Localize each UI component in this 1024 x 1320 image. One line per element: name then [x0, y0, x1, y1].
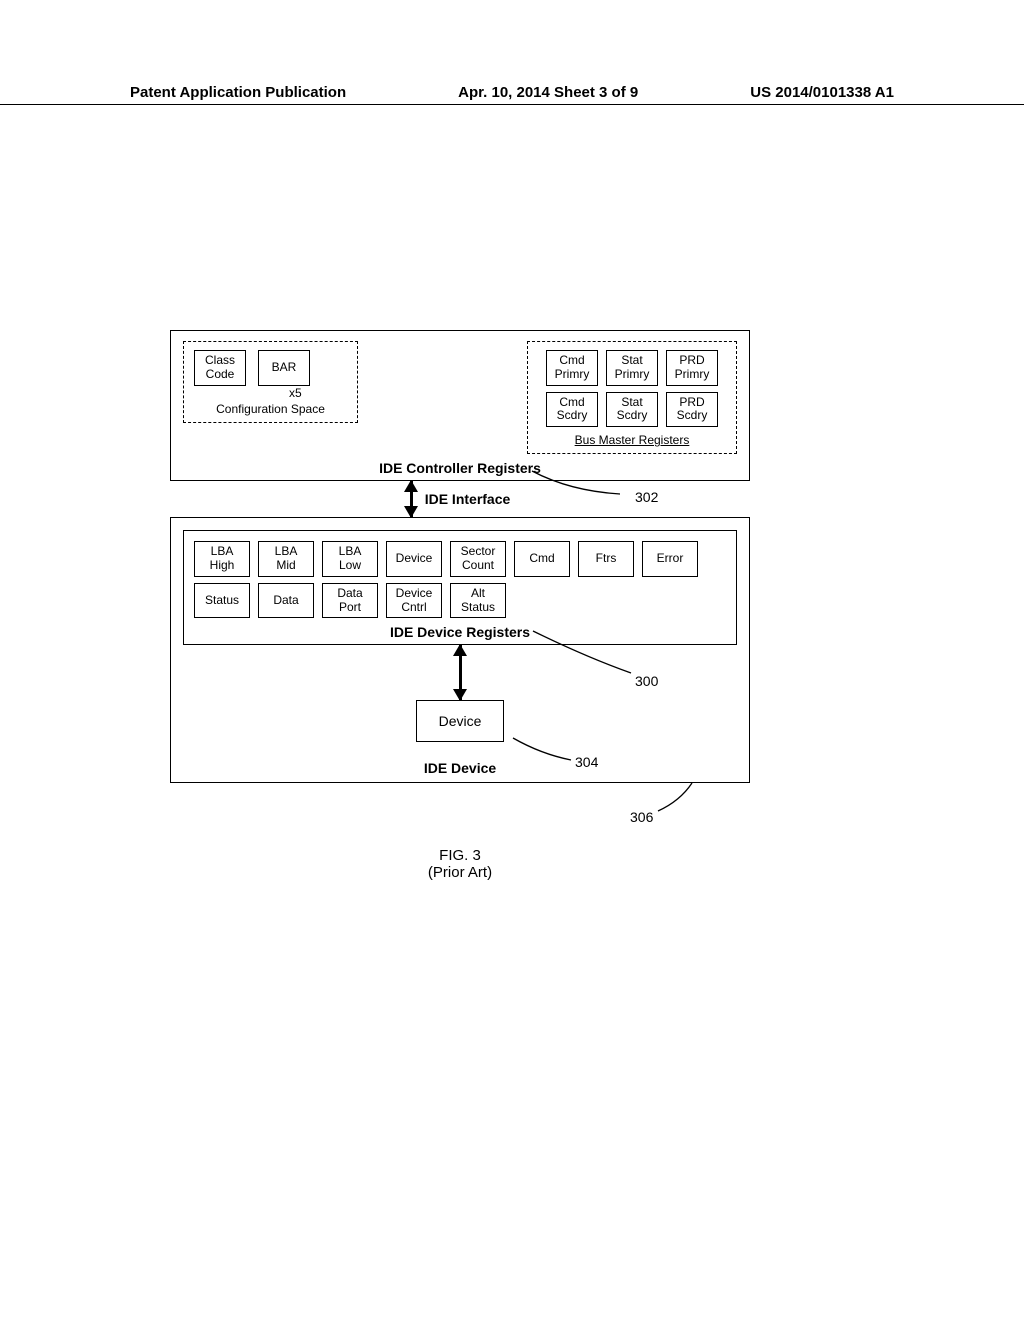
device-regs-panel: LBAHigh LBAMid LBALow Device SectorCount… — [183, 530, 737, 645]
reg-device-cntrl: DeviceCntrl — [386, 583, 442, 619]
ref-302: 302 — [635, 489, 658, 505]
leader-300 — [531, 629, 641, 679]
reg-prd-scdry: PRDScdry — [666, 392, 718, 428]
reg-data: Data — [258, 583, 314, 619]
reg-ftrs: Ftrs — [578, 541, 634, 577]
diagram: ClassCode BAR x5 Configuration Space Cmd… — [170, 330, 750, 881]
reg-bar: BAR — [258, 350, 310, 386]
leader-306 — [650, 781, 700, 817]
reg-status: Status — [194, 583, 250, 619]
reg-device: Device — [386, 541, 442, 577]
figure-number: FIG. 3 — [170, 847, 750, 864]
ide-device-title: IDE Device — [183, 760, 737, 776]
reg-cmd-scdry: CmdScdry — [546, 392, 598, 428]
reg-lba-mid: LBAMid — [258, 541, 314, 577]
ide-device-panel: LBAHigh LBAMid LBALow Device SectorCount… — [170, 517, 750, 783]
reg-prd-primry: PRDPrimry — [666, 350, 718, 386]
figure-sub: (Prior Art) — [170, 864, 750, 881]
controller-panel: ClassCode BAR x5 Configuration Space Cmd… — [170, 330, 750, 481]
config-space-title: Configuration Space — [194, 402, 347, 416]
reg-cmd-primry: CmdPrimry — [546, 350, 598, 386]
device-regs-title: IDE Device Registers — [194, 624, 726, 640]
interface-label: IDE Interface — [425, 491, 511, 507]
bus-master-title: Bus Master Registers — [538, 433, 726, 447]
x5-label: x5 — [289, 386, 302, 400]
page-header: Patent Application Publication Apr. 10, … — [0, 84, 1024, 105]
reg-class-code: ClassCode — [194, 350, 246, 386]
reg-lba-low: LBALow — [322, 541, 378, 577]
reg-stat-primry: StatPrimry — [606, 350, 658, 386]
ref-304: 304 — [575, 754, 598, 770]
controller-title: IDE Controller Registers — [183, 460, 737, 476]
ref-306: 306 — [630, 809, 653, 825]
leader-302 — [530, 469, 630, 499]
config-space: ClassCode BAR x5 Configuration Space — [183, 341, 358, 423]
device-arrow — [459, 645, 462, 700]
header-right: US 2014/0101338 A1 — [750, 84, 894, 101]
leader-304 — [511, 736, 581, 766]
reg-stat-scdry: StatScdry — [606, 392, 658, 428]
figure-caption: FIG. 3 (Prior Art) — [170, 847, 750, 881]
bus-master: CmdPrimry StatPrimry PRDPrimry CmdScdry … — [527, 341, 737, 454]
header-left: Patent Application Publication — [130, 84, 346, 101]
reg-data-port: DataPort — [322, 583, 378, 619]
reg-error: Error — [642, 541, 698, 577]
reg-cmd: Cmd — [514, 541, 570, 577]
header-center: Apr. 10, 2014 Sheet 3 of 9 — [458, 84, 638, 101]
reg-sector-count: SectorCount — [450, 541, 506, 577]
reg-lba-high: LBAHigh — [194, 541, 250, 577]
device-box: Device — [416, 700, 505, 742]
ref-300: 300 — [635, 673, 658, 689]
reg-alt-status: AltStatus — [450, 583, 506, 619]
interface-arrow — [410, 481, 413, 517]
